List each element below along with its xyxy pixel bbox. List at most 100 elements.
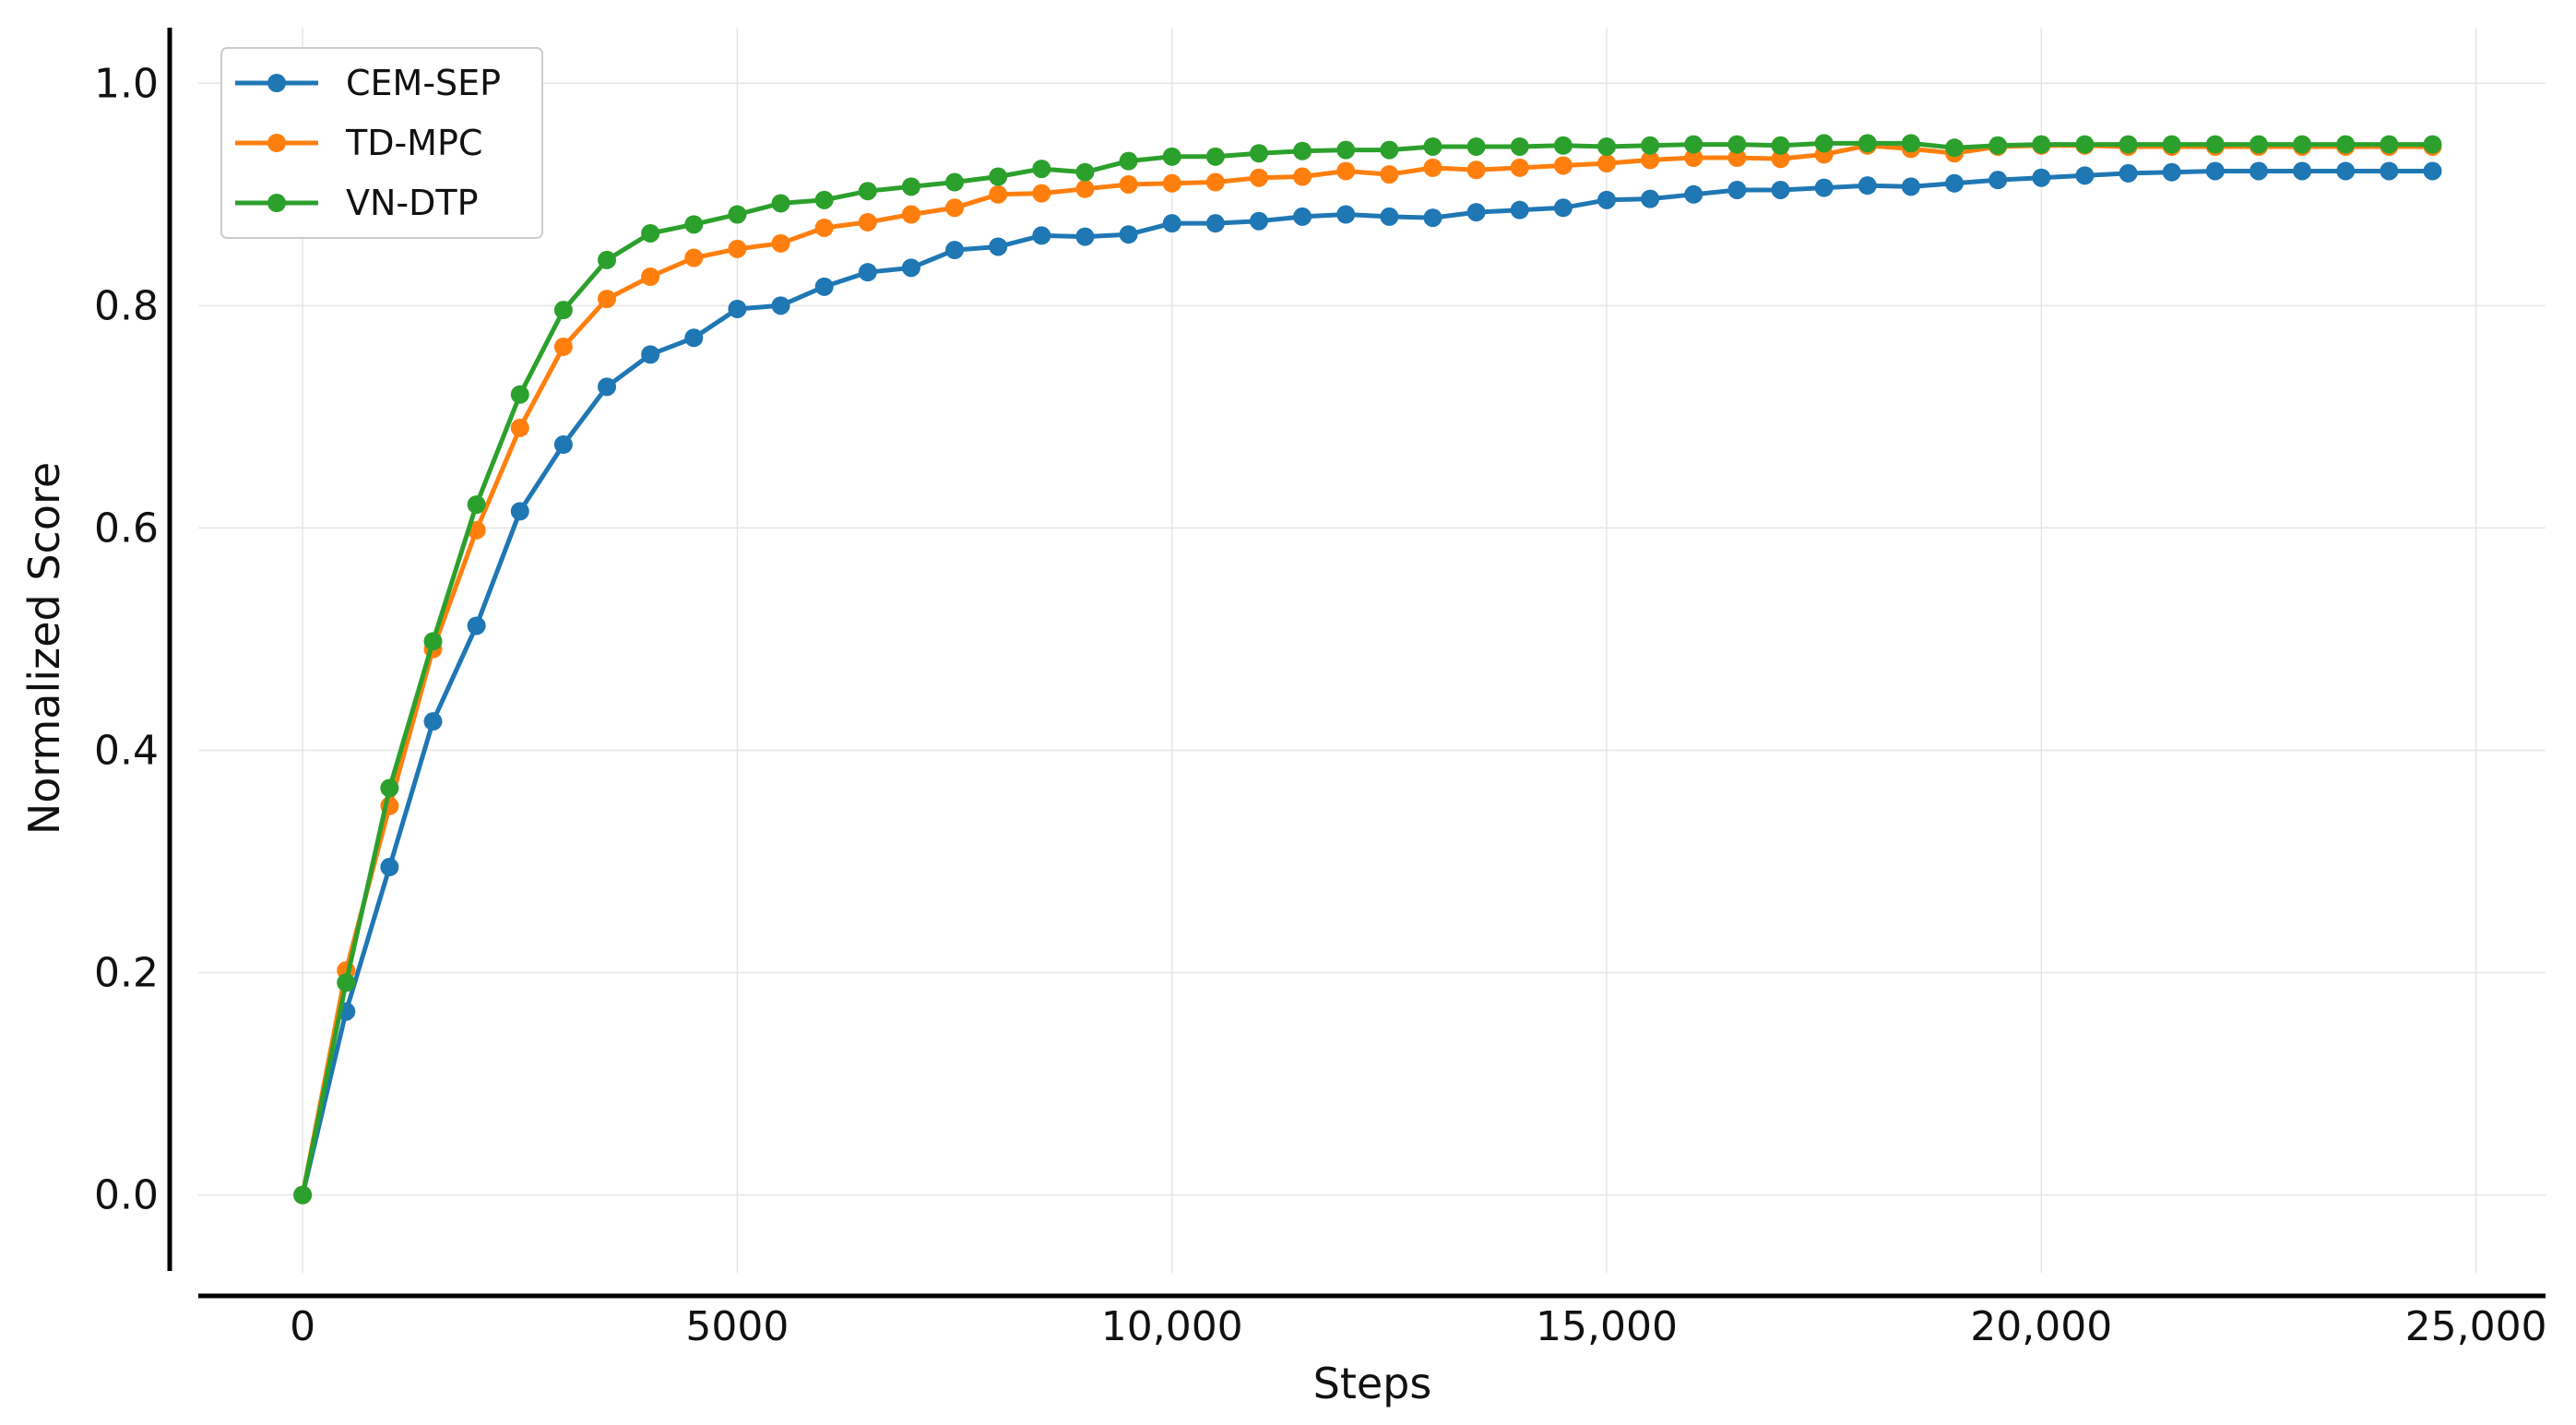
- data-point: [2423, 161, 2442, 181]
- legend-label: TD-MPC: [345, 123, 482, 163]
- data-point: [989, 184, 1008, 204]
- legend-item: TD-MPC: [235, 123, 482, 163]
- legend-items: CEM-SEP TD-MPC VN-DTP: [235, 63, 501, 223]
- data-point: [684, 328, 704, 348]
- data-point: [1553, 136, 1573, 155]
- data-point: [684, 248, 704, 267]
- data-point: [1727, 148, 1747, 168]
- y-tick-label: 0.2: [94, 950, 159, 997]
- data-point: [1162, 173, 1181, 193]
- series-vn-dtp: [293, 134, 2442, 1205]
- data-point: [1641, 189, 1660, 208]
- data-point: [293, 1185, 313, 1205]
- data-point: [1597, 137, 1616, 156]
- series-line: [300, 140, 2433, 1196]
- data-point: [1727, 180, 1747, 199]
- data-point: [380, 858, 399, 877]
- data-point: [510, 418, 529, 437]
- data-point: [1032, 226, 1051, 245]
- x-tick-label: 20,000: [1970, 1303, 2112, 1350]
- data-point: [728, 205, 747, 224]
- data-point: [1336, 161, 1356, 181]
- data-point: [2380, 135, 2399, 154]
- data-point: [2162, 135, 2181, 154]
- data-point: [1858, 134, 1877, 153]
- data-point: [814, 190, 834, 209]
- legend-item: CEM-SEP: [235, 63, 501, 103]
- y-tick-label: 0.6: [94, 505, 159, 552]
- data-point: [2205, 135, 2225, 154]
- data-point: [337, 973, 356, 992]
- data-point: [641, 223, 660, 243]
- data-point: [1423, 208, 1442, 228]
- data-point: [2249, 135, 2268, 154]
- data-point: [1075, 179, 1095, 198]
- data-point: [2162, 162, 2181, 182]
- x-tick-label: 0: [290, 1303, 315, 1350]
- data-point: [814, 277, 834, 296]
- data-point: [989, 237, 1008, 256]
- data-point: [423, 632, 443, 651]
- data-point: [1423, 158, 1442, 177]
- data-point: [1293, 141, 1312, 160]
- grid: [198, 28, 2546, 1273]
- data-point: [1945, 173, 1965, 193]
- legend: CEM-SEP TD-MPC VN-DTP: [220, 47, 543, 239]
- data-point: [2336, 135, 2356, 154]
- data-point: [553, 301, 573, 320]
- data-series: [293, 134, 2442, 1205]
- data-point: [641, 345, 660, 364]
- data-point: [1901, 134, 1920, 153]
- x-axis-title: Steps: [1313, 1359, 1432, 1408]
- data-point: [1380, 140, 1399, 160]
- data-point: [598, 290, 617, 309]
- x-tick-label: 5000: [685, 1303, 789, 1350]
- data-point: [945, 198, 965, 218]
- data-point: [771, 296, 790, 315]
- data-point: [1249, 144, 1268, 163]
- data-point: [1336, 205, 1356, 224]
- data-point: [380, 778, 399, 798]
- data-point: [2119, 135, 2138, 154]
- data-point: [1075, 162, 1095, 182]
- data-point: [2032, 135, 2051, 154]
- data-point: [2423, 135, 2442, 154]
- data-point: [858, 212, 877, 232]
- data-point: [1771, 180, 1790, 199]
- data-point: [1032, 184, 1051, 203]
- data-point: [2380, 161, 2399, 181]
- data-point: [1988, 136, 2008, 155]
- data-point: [1901, 177, 1920, 196]
- data-point: [1162, 147, 1181, 166]
- data-point: [1510, 200, 1529, 220]
- data-point: [1249, 211, 1268, 231]
- data-point: [945, 172, 965, 192]
- data-point: [1553, 198, 1573, 218]
- data-point: [598, 377, 617, 397]
- data-point: [728, 239, 747, 258]
- data-point: [901, 258, 920, 278]
- data-point: [1466, 203, 1486, 222]
- legend-label: VN-DTP: [346, 183, 479, 223]
- data-point: [1510, 158, 1529, 177]
- data-point: [1162, 214, 1181, 233]
- data-point: [1466, 137, 1486, 156]
- data-point: [771, 233, 790, 253]
- legend-item: VN-DTP: [235, 183, 479, 223]
- data-point: [598, 250, 617, 269]
- data-point: [1249, 168, 1268, 187]
- x-tick-label: 10,000: [1101, 1303, 1243, 1350]
- data-point: [1814, 178, 1834, 197]
- data-point: [684, 215, 704, 234]
- data-point: [1293, 167, 1312, 186]
- data-point: [1423, 137, 1442, 156]
- data-point: [467, 495, 486, 515]
- y-tick-label: 1.0: [94, 60, 159, 107]
- y-tick-label: 0.8: [94, 282, 159, 329]
- data-point: [423, 712, 443, 731]
- x-tick-labels: 0 5000 10,000 15,000 20,000 25,000: [290, 1303, 2546, 1350]
- data-point: [1380, 207, 1399, 226]
- data-point: [1597, 154, 1616, 173]
- data-point: [858, 182, 877, 201]
